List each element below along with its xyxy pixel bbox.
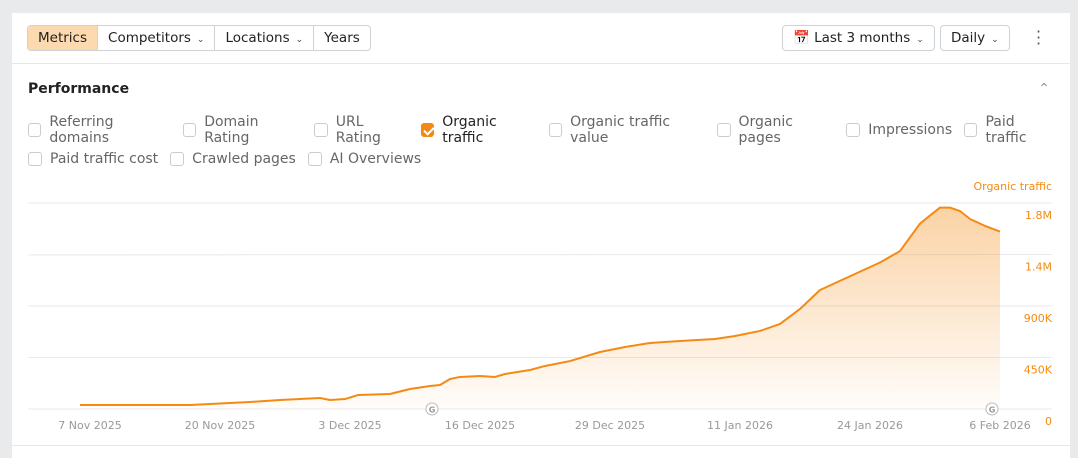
metric-checkbox[interactable]: Organic pages <box>717 114 834 146</box>
metric-checkboxes: Referring domains Domain Rating URL Rating… <box>28 113 1068 173</box>
toolbar: Metrics Competitors ⌄ Locations ⌄ Years 📅 Las… <box>12 13 1070 64</box>
tab-label: Locations <box>225 30 290 46</box>
date-range-button[interactable]: 📅 Last 3 months ⌄ <box>782 25 935 51</box>
x-tick-label: 3 Dec 2025 <box>318 419 381 432</box>
checkbox-icon[interactable] <box>548 122 563 137</box>
metric-label: Domain Rating <box>204 113 259 146</box>
organic-traffic-chart: 0 450K 900K 1.4M 1.8M Organic traffic 7 Nov 20… <box>27 180 1053 432</box>
tab-label: Years <box>324 30 360 46</box>
metric-label: Paid traffic <box>985 113 1027 146</box>
tab-label: Competitors <box>108 30 191 46</box>
metric-label: Paid traffic cost <box>50 150 159 167</box>
checkbox-icon[interactable] <box>420 122 435 137</box>
y-tick-label: 1.8M <box>1025 209 1052 222</box>
metric-label: Organic traffic <box>442 113 497 146</box>
checkbox-icon[interactable] <box>28 151 42 166</box>
divider <box>12 445 1070 446</box>
metric-label: Crawled pages <box>192 150 296 167</box>
traffic-line <box>80 206 1001 406</box>
metric-checkbox[interactable]: Paid traffic <box>964 114 1056 146</box>
metric-label: Organic pages <box>738 113 793 146</box>
more-options-icon[interactable]: · · · <box>1036 22 1042 53</box>
granularity-label: Daily <box>951 30 986 46</box>
google-update-label: G <box>429 406 436 415</box>
y-tick-label: 1.4M <box>1025 261 1052 274</box>
metric-checkbox[interactable]: Domain Rating <box>182 113 303 146</box>
metric-label: Impressions <box>868 121 953 138</box>
metric-checkbox[interactable]: Organic traffic <box>420 113 537 146</box>
y-tick-label: 900K <box>1024 312 1053 325</box>
checkbox-icon[interactable] <box>846 122 861 137</box>
google-update-marker[interactable] <box>985 402 999 416</box>
view-tabs: Metrics Competitors ⌄ Locations ⌄ Years <box>27 25 371 51</box>
checkbox-icon[interactable] <box>307 151 322 166</box>
area-fill <box>80 207 1000 409</box>
collapse-chevron-icon[interactable]: ⌃ <box>1038 81 1050 97</box>
metric-checkbox[interactable]: Crawled pages <box>170 151 296 167</box>
checkbox-icon[interactable] <box>964 122 978 137</box>
series-label: Organic traffic <box>973 180 1052 193</box>
performance-card: Metrics Competitors ⌄ Locations ⌄ Years 📅 Las… <box>12 13 1070 458</box>
chevron-down-icon: ⌄ <box>916 35 924 45</box>
tab-locations[interactable]: Locations ⌄ <box>215 26 315 50</box>
metric-label: Organic traffic value <box>570 113 671 146</box>
x-tick-label: 29 Dec 2025 <box>575 419 645 432</box>
checkbox-icon[interactable] <box>28 122 42 137</box>
google-update-label: G <box>989 406 996 415</box>
metric-checkbox[interactable]: Organic traffic value <box>548 113 705 146</box>
metric-checkbox[interactable]: Impressions <box>846 122 952 138</box>
metric-checkbox[interactable]: AI Overviews <box>307 150 422 167</box>
tab-years[interactable]: Years <box>314 26 370 50</box>
metric-label: Referring domains <box>49 113 114 146</box>
section-title: Performance <box>28 81 130 97</box>
tab-label: Metrics <box>38 30 88 46</box>
tab-competitors[interactable]: Competitors ⌄ <box>98 26 216 50</box>
chevron-down-icon: ⌄ <box>991 35 999 45</box>
granularity-button[interactable]: Daily ⌄ <box>940 25 1010 51</box>
metric-checkbox[interactable]: Paid traffic cost <box>28 151 158 167</box>
metric-label: AI Overviews <box>329 150 422 167</box>
tab-metrics[interactable]: Metrics <box>28 26 99 50</box>
metric-checkbox[interactable]: Referring domains <box>28 114 171 146</box>
x-tick-label: 11 Jan 2026 <box>707 419 773 432</box>
y-tick-label: 450K <box>1024 364 1053 377</box>
checkbox-icon[interactable] <box>182 122 197 137</box>
x-tick-label: 16 Dec 2025 <box>445 419 515 432</box>
metric-label: URL Rating <box>335 113 381 146</box>
date-range-label: Last 3 months <box>814 30 911 46</box>
checkbox-icon[interactable] <box>717 122 731 137</box>
checkbox-icon[interactable] <box>314 122 328 137</box>
x-tick-label: 6 Feb 2026 <box>969 419 1030 432</box>
x-tick-label: 20 Nov 2025 <box>185 419 255 432</box>
x-tick-label: 7 Nov 2025 <box>58 419 121 432</box>
y-tick-label: 0 <box>1045 415 1052 428</box>
x-tick-label: 24 Jan 2026 <box>837 419 903 432</box>
google-update-marker[interactable] <box>425 402 439 416</box>
checkbox-icon[interactable] <box>170 151 185 166</box>
chevron-down-icon: ⌄ <box>196 35 205 45</box>
chevron-down-icon: ⌄ <box>295 35 304 45</box>
metric-checkbox[interactable]: URL Rating <box>314 114 408 146</box>
calendar-icon: 📅 <box>793 30 810 46</box>
